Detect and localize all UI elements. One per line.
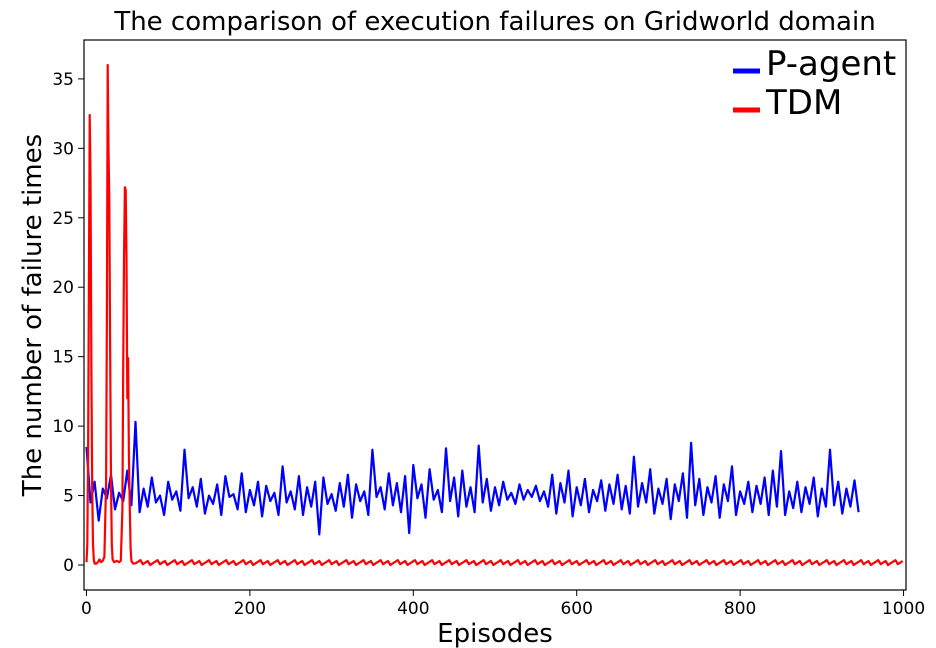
series-line-p-agent bbox=[85, 420, 860, 536]
x-tick-label: 0 bbox=[81, 599, 92, 619]
y-tick-label: 30 bbox=[52, 139, 74, 159]
y-tick-label: 10 bbox=[52, 417, 74, 437]
x-tick-label: 200 bbox=[234, 599, 266, 619]
legend: P-agent TDM bbox=[733, 44, 896, 123]
legend-label-p-agent: P-agent bbox=[766, 44, 896, 84]
y-tick-label: 0 bbox=[63, 556, 74, 576]
y-tick-label: 5 bbox=[63, 487, 74, 507]
y-tick-label: 25 bbox=[52, 209, 74, 229]
chart-title: The comparison of execution failures on … bbox=[113, 7, 875, 37]
plot-frame bbox=[83, 39, 907, 591]
y-axis-label: The number of failure times bbox=[18, 134, 48, 497]
series-line-tdm bbox=[85, 63, 904, 567]
y-tick-label: 20 bbox=[52, 278, 74, 298]
y-tick-label: 35 bbox=[52, 70, 74, 90]
x-axis-ticks: 0 200 400 600 800 1000 bbox=[81, 590, 925, 619]
x-tick-label: 400 bbox=[397, 599, 429, 619]
legend-label-tdm: TDM bbox=[765, 83, 842, 123]
series-layer bbox=[85, 63, 904, 567]
x-axis-label: Episodes bbox=[437, 619, 553, 648]
y-axis-ticks: 0 5 10 15 20 25 30 35 bbox=[52, 70, 84, 576]
x-tick-label: 600 bbox=[560, 599, 592, 619]
y-tick-label: 15 bbox=[52, 348, 74, 368]
x-tick-label: 1000 bbox=[882, 599, 925, 619]
x-tick-label: 800 bbox=[724, 599, 756, 619]
